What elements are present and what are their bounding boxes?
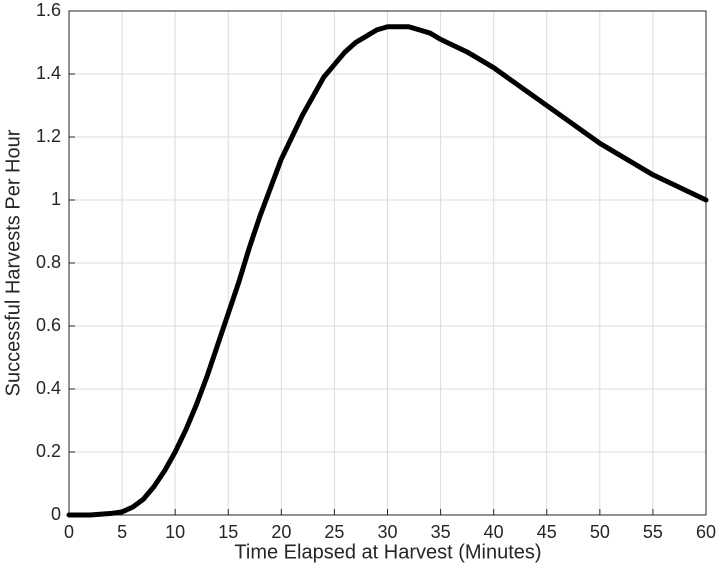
y-tick-label: 1.2 <box>36 126 61 146</box>
y-tick-label: 0.2 <box>36 441 61 461</box>
x-tick-label: 55 <box>643 522 663 542</box>
y-axis-label: Successful Harvests Per Hour <box>2 129 24 396</box>
x-tick-label: 45 <box>537 522 557 542</box>
y-tick-label: 0.8 <box>36 252 61 272</box>
x-tick-label: 50 <box>590 522 610 542</box>
x-tick-label: 10 <box>165 522 185 542</box>
x-axis-label: Time Elapsed at Harvest (Minutes) <box>234 541 541 563</box>
x-tick-label: 25 <box>324 522 344 542</box>
y-tick-label: 0.4 <box>36 378 61 398</box>
y-tick-label: 0 <box>51 504 61 524</box>
x-tick-label: 60 <box>696 522 716 542</box>
x-tick-label: 5 <box>117 522 127 542</box>
data-line <box>66 24 709 518</box>
x-tick-label: 20 <box>271 522 291 542</box>
y-tick-label: 1.6 <box>36 0 61 20</box>
y-tick-label: 0.6 <box>36 315 61 335</box>
y-tick-label: 1 <box>51 189 61 209</box>
plot-frame <box>68 10 707 516</box>
x-tick-label: 15 <box>218 522 238 542</box>
x-tick-label: 30 <box>377 522 397 542</box>
y-tick-label: 1.4 <box>36 63 61 83</box>
x-tick-label: 0 <box>64 522 74 542</box>
x-tick-label: 40 <box>484 522 504 542</box>
x-tick-label: 35 <box>431 522 451 542</box>
